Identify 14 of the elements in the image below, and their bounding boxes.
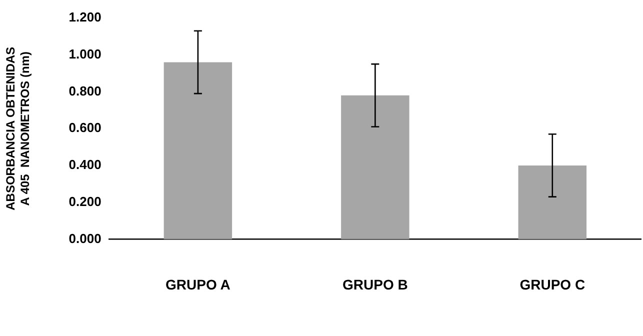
y-tick-label: 1.000 [68, 46, 102, 62]
y-tick-label: 0.600 [68, 120, 102, 136]
bar [518, 165, 587, 240]
y-tick-label: 0.000 [68, 230, 102, 246]
y-axis-title: ABSORBANCIA OBTENIDAS A 405 NANOMETROS (nm) [4, 46, 32, 210]
y-tick-label: 0.200 [68, 194, 102, 209]
x-tick-label: GRUPO B [342, 276, 408, 292]
bar [164, 62, 232, 240]
x-tick-label: GRUPO A [166, 276, 230, 292]
y-tick-label: 1.200 [68, 10, 102, 25]
x-tick-label: GRUPO C [520, 276, 586, 292]
y-tick-label: 0.800 [68, 83, 102, 98]
y-tick-label: 0.400 [68, 157, 102, 172]
bar [341, 95, 410, 240]
